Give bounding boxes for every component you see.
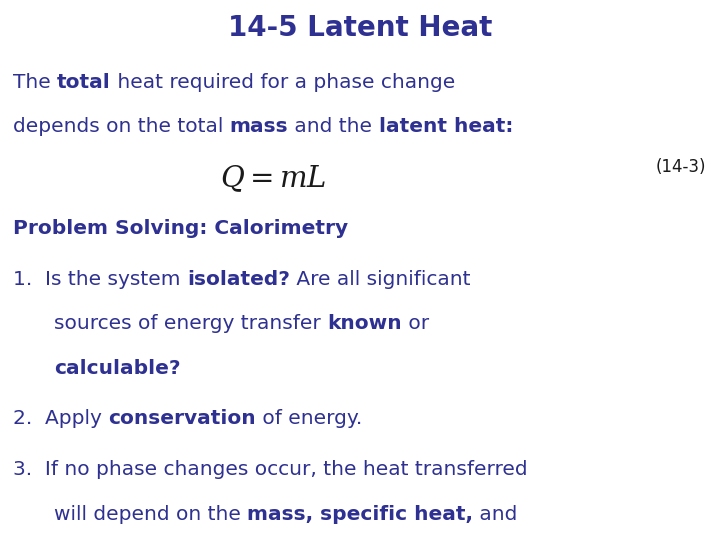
Text: The: The bbox=[13, 73, 57, 92]
Text: known: known bbox=[327, 314, 402, 333]
Text: of energy.: of energy. bbox=[256, 409, 362, 428]
Text: conservation: conservation bbox=[108, 409, 256, 428]
Text: total: total bbox=[57, 73, 111, 92]
Text: calculable?: calculable? bbox=[54, 359, 181, 377]
Text: Are all significant: Are all significant bbox=[289, 270, 470, 289]
Text: $Q = mL$: $Q = mL$ bbox=[220, 164, 327, 194]
Text: 2.  Apply: 2. Apply bbox=[13, 409, 108, 428]
Text: sources of energy transfer: sources of energy transfer bbox=[54, 314, 327, 333]
Text: latent heat:: latent heat: bbox=[379, 117, 513, 136]
Text: and the: and the bbox=[288, 117, 379, 136]
Text: 1.  Is the system: 1. Is the system bbox=[13, 270, 186, 289]
Text: will depend on the: will depend on the bbox=[54, 504, 247, 524]
Text: mass, specific heat,: mass, specific heat, bbox=[247, 504, 473, 524]
Text: depends on the total: depends on the total bbox=[13, 117, 230, 136]
Text: 14-5 Latent Heat: 14-5 Latent Heat bbox=[228, 14, 492, 42]
Text: Problem Solving: Calorimetry: Problem Solving: Calorimetry bbox=[13, 219, 348, 238]
Text: or: or bbox=[402, 314, 429, 333]
Text: and: and bbox=[473, 504, 518, 524]
Text: heat required for a phase change: heat required for a phase change bbox=[111, 73, 455, 92]
Text: mass: mass bbox=[230, 117, 288, 136]
Text: isolated?: isolated? bbox=[186, 270, 289, 289]
Text: 3.  If no phase changes occur, the heat transferred: 3. If no phase changes occur, the heat t… bbox=[13, 460, 528, 480]
Text: (14-3): (14-3) bbox=[655, 158, 706, 176]
